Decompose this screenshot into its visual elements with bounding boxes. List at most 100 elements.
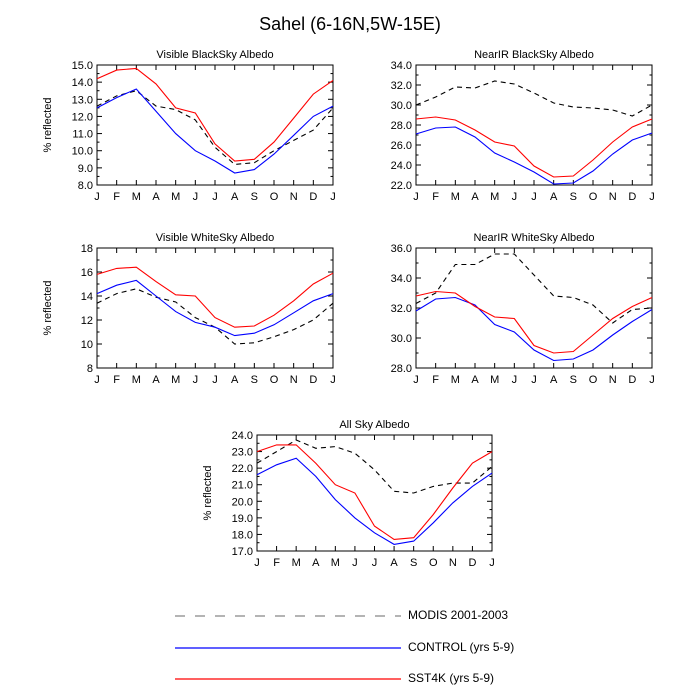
page-title: Sahel (6-16N,5W-15E) <box>259 14 441 34</box>
x-tick-label: M <box>451 374 460 386</box>
x-tick-label: M <box>132 374 141 386</box>
x-tick-label: S <box>251 191 258 203</box>
series-line-sst4k <box>96 67 334 162</box>
x-tick-label: N <box>449 557 457 569</box>
y-axis-label: % reflected <box>202 465 214 520</box>
x-tick-label: M <box>490 374 499 386</box>
y-tick-label: 16 <box>81 267 93 279</box>
x-tick-label: N <box>609 191 617 203</box>
y-tick-label: 11.0 <box>72 129 93 141</box>
x-tick-label: D <box>309 191 317 203</box>
x-tick-label: J <box>352 557 358 569</box>
x-tick-label: D <box>628 191 636 203</box>
series-line-sst4k <box>415 116 653 178</box>
x-tick-label: M <box>490 191 499 203</box>
y-axis-label: % reflected <box>42 280 54 335</box>
x-tick-label: J <box>531 374 537 386</box>
x-tick-label: J <box>649 374 655 386</box>
series-line-control <box>415 296 653 362</box>
y-tick-label: 14 <box>81 291 93 303</box>
x-tick-label: N <box>609 374 617 386</box>
legend-line-sample <box>175 678 401 680</box>
y-tick-label: 34.0 <box>391 60 412 72</box>
y-tick-label: 30.0 <box>391 100 412 112</box>
x-tick-label: S <box>410 557 417 569</box>
y-axis-label: % reflected <box>42 97 54 152</box>
x-tick-label: J <box>193 374 199 386</box>
x-tick-label: O <box>589 374 598 386</box>
chart-panel-4: NearIR WhiteSky Albedo 28.0 30.0 32.0 34.0 36… <box>391 232 655 386</box>
x-tick-label: S <box>570 374 577 386</box>
x-tick-label: A <box>231 374 239 386</box>
legend-label: MODIS 2001-2003 <box>408 608 509 622</box>
plot-frame <box>96 64 334 186</box>
x-tick-label: D <box>309 374 317 386</box>
x-tick-label: A <box>231 191 239 203</box>
y-tick-label: 23.0 <box>232 447 253 459</box>
x-tick-label: J <box>512 191 518 203</box>
plot-frame <box>96 247 334 369</box>
x-tick-label: A <box>550 191 558 203</box>
x-tick-label: O <box>270 374 279 386</box>
chart-title: NearIR BlackSky Albedo <box>474 49 594 61</box>
plot-frame <box>256 434 493 552</box>
y-tick-label: 22.0 <box>391 180 412 192</box>
series-line-sst4k <box>256 444 493 540</box>
y-tick-label: 32.0 <box>391 80 412 92</box>
x-tick-label: M <box>292 557 301 569</box>
chart-panel-1: Visible BlackSky Albedo % reflected 8.0 9.0… <box>42 49 336 203</box>
legend-item: CONTROL (yrs 5-9) <box>0 640 700 656</box>
y-tick-label: 26.0 <box>391 140 412 152</box>
x-tick-label: N <box>290 374 298 386</box>
series-line-modis <box>415 80 653 117</box>
x-tick-label: J <box>413 374 419 386</box>
chart-title: Visible WhiteSky Albedo <box>156 232 274 244</box>
y-tick-label: 28.0 <box>391 363 412 375</box>
y-tick-label: 12 <box>81 315 93 327</box>
x-tick-label: J <box>212 191 218 203</box>
y-tick-label: 19.0 <box>232 513 253 525</box>
x-tick-label: J <box>193 191 199 203</box>
chart-title: Visible BlackSky Albedo <box>156 49 273 61</box>
x-tick-label: M <box>171 374 180 386</box>
series-line-sst4k <box>96 266 334 328</box>
x-tick-label: A <box>471 191 479 203</box>
x-tick-label: M <box>331 557 340 569</box>
x-tick-label: J <box>212 374 218 386</box>
y-tick-label: 18 <box>81 243 93 255</box>
y-tick-label: 36.0 <box>391 243 412 255</box>
x-tick-label: J <box>372 557 378 569</box>
x-tick-label: S <box>570 191 577 203</box>
series-line-sst4k <box>415 290 653 354</box>
chart-panel-3: Visible WhiteSky Albedo % reflected 8 10 12 1… <box>42 232 336 386</box>
x-tick-label: F <box>273 557 280 569</box>
legend-item: MODIS 2001-2003 <box>0 608 700 624</box>
y-tick-label: 10 <box>81 339 93 351</box>
x-tick-label: J <box>649 191 655 203</box>
charts-area: Visible BlackSky Albedo % reflected 8.0 9.0… <box>42 49 655 569</box>
chart-panel-2: NearIR BlackSky Albedo 22.0 24.0 26.0 28.0 30… <box>391 49 655 203</box>
series-line-modis <box>256 439 493 494</box>
x-tick-label: O <box>429 557 438 569</box>
y-tick-label: 32.0 <box>391 303 412 315</box>
series-line-control <box>96 88 334 174</box>
x-tick-label: M <box>171 191 180 203</box>
chart-title: All Sky Albedo <box>339 419 409 431</box>
x-tick-label: O <box>270 191 279 203</box>
y-tick-label: 20.0 <box>232 496 253 508</box>
chart-panel-5: All Sky Albedo % reflected 17.0 18.0 19.0 20.… <box>202 419 495 569</box>
x-tick-label: D <box>468 557 476 569</box>
series-line-modis <box>415 253 653 324</box>
x-tick-label: A <box>152 374 160 386</box>
x-tick-label: J <box>254 557 260 569</box>
x-tick-label: A <box>152 191 160 203</box>
x-tick-label: J <box>413 191 419 203</box>
y-tick-label: 9.0 <box>78 163 93 175</box>
x-tick-label: F <box>432 374 439 386</box>
y-tick-label: 8.0 <box>78 180 93 192</box>
y-tick-label: 34.0 <box>391 273 412 285</box>
x-tick-label: J <box>330 374 336 386</box>
series-line-modis <box>96 90 334 165</box>
x-tick-label: J <box>330 191 336 203</box>
x-tick-label: A <box>471 374 479 386</box>
